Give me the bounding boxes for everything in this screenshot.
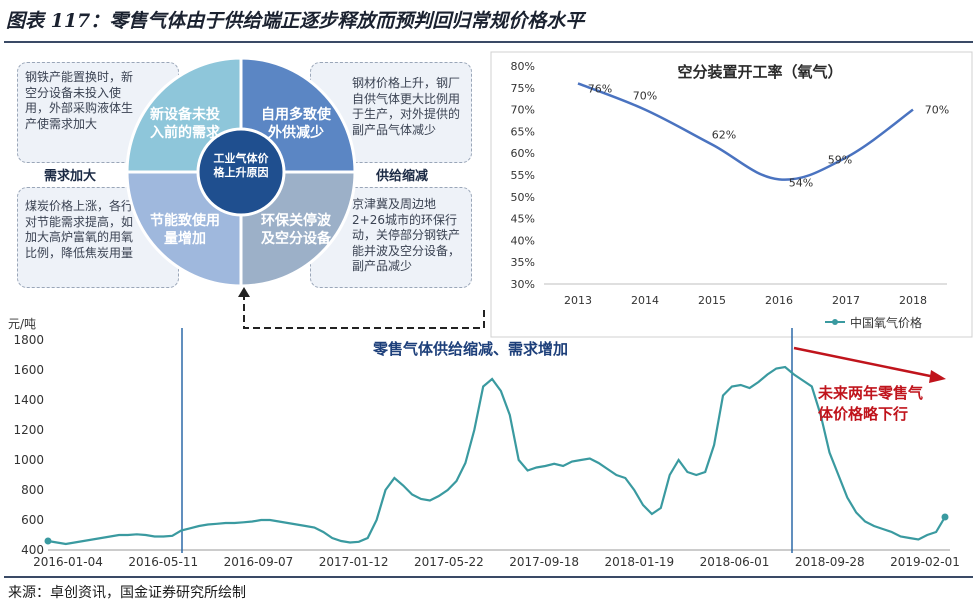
legend-swatch-dot xyxy=(832,319,838,325)
price-x-tick: 2016-09-07 xyxy=(224,555,294,569)
annotation-supply-demand: 零售气体供给缩减、需求增加 xyxy=(373,340,569,358)
utilization-chart-frame xyxy=(490,51,973,338)
forecast-arrowhead xyxy=(929,370,946,383)
title-divider xyxy=(4,41,973,43)
utilization-y-tick: 35% xyxy=(511,256,535,269)
price-endpoint-marker xyxy=(44,537,52,545)
utilization-x-tick: 2016 xyxy=(765,294,793,307)
utilization-x-tick: 2014 xyxy=(631,294,659,307)
box-bottom-right-text: 京津冀及周边地2+26城市的环保行动，关停部分钢铁产能并波及空分设备，副产品减少 xyxy=(352,197,461,273)
quadrant-top-right-label: 自用多致使外供减少 xyxy=(261,107,331,141)
price-y-tick: 400 xyxy=(21,543,44,557)
utilization-data-label: 70% xyxy=(633,90,657,103)
utilization-y-tick: 45% xyxy=(511,213,535,226)
price-x-tick: 2016-05-11 xyxy=(128,555,198,569)
box-top-left-text: 钢铁产能置换时，新空分设备未投入使用，外部采购液体生产使需求加大 xyxy=(25,70,134,131)
utilization-data-label: 70% xyxy=(925,104,949,117)
price-x-tick: 2017-05-22 xyxy=(414,555,484,569)
price-y-tick: 1000 xyxy=(13,453,44,467)
price-endpoint-marker xyxy=(941,513,949,521)
price-y-tick: 800 xyxy=(21,483,44,497)
price-y-tick: 1200 xyxy=(13,423,44,437)
utilization-x-tick: 2018 xyxy=(899,294,927,307)
utilization-x-tick: 2015 xyxy=(698,294,726,307)
quadrant-top-left-label: 新设备未投入前的需求 xyxy=(150,107,220,141)
price-x-tick: 2018-09-28 xyxy=(795,555,865,569)
box-top-right-text: 钢材价格上升，钢厂自供气体更大比例用于生产，对外提供的副产品气体减少 xyxy=(352,76,461,137)
price-y-tick: 1800 xyxy=(13,333,44,347)
price-x-tick: 2016-01-04 xyxy=(33,555,103,569)
quadrant-bottom-left-label: 节能致使用量增加 xyxy=(150,213,220,247)
price-y-tick: 1600 xyxy=(13,363,44,377)
utilization-y-tick: 65% xyxy=(511,125,535,138)
utilization-y-tick: 55% xyxy=(511,169,535,182)
price-series-line xyxy=(47,365,946,546)
supply-label: 供给缩减 xyxy=(376,169,429,184)
utilization-y-tick: 50% xyxy=(511,191,535,204)
source-note: 来源：卓创资讯，国金证券研究所绘制 xyxy=(8,585,246,601)
utilization-chart-title: 空分装置开工率（氧气） xyxy=(677,63,842,81)
utilization-y-tick: 60% xyxy=(511,147,535,160)
forecast-note: 未来两年零售气体价格略下行 xyxy=(818,384,924,423)
utilization-y-tick: 70% xyxy=(511,104,535,117)
connector-arrowhead xyxy=(238,287,250,297)
utilization-y-tick: 80% xyxy=(511,60,535,73)
price-x-tick: 2019-02-01 xyxy=(890,555,960,569)
utilization-x-tick: 2013 xyxy=(564,294,592,307)
price-x-tick: 2018-01-19 xyxy=(604,555,674,569)
price-x-tick: 2017-09-18 xyxy=(509,555,579,569)
utilization-data-label: 76% xyxy=(588,82,612,95)
box-bottom-right xyxy=(310,187,472,288)
utilization-data-label: 59% xyxy=(828,154,852,167)
box-bottom-left-text: 煤炭价格上涨，各行对节能需求提高，如加大高炉富氧的用氧比例，降低焦炭用量 xyxy=(25,199,134,260)
bottom-divider xyxy=(4,576,973,578)
price-y-tick: 1400 xyxy=(13,393,44,407)
utilization-y-tick: 40% xyxy=(511,234,535,247)
price-x-tick: 2017-01-12 xyxy=(319,555,389,569)
price-y-unit: 元/吨 xyxy=(8,317,36,331)
forecast-arrow-line xyxy=(793,346,936,379)
connector-line xyxy=(243,295,485,329)
center-label: 工业气体价格上升原因 xyxy=(213,152,269,179)
demand-label: 需求加大 xyxy=(44,169,97,184)
utilization-data-label: 62% xyxy=(712,128,736,141)
utilization-data-label: 54% xyxy=(789,176,813,189)
utilization-x-tick: 2017 xyxy=(832,294,860,307)
utilization-y-tick: 75% xyxy=(511,82,535,95)
legend-label: 中国氧气价格 xyxy=(850,315,922,330)
center-circle xyxy=(196,127,286,217)
page-title: 图表 117：零售气体由于供给端正逐步释放而预判回归常规价格水平 xyxy=(6,10,585,32)
utilization-y-tick: 30% xyxy=(511,278,535,291)
utilization-series-line xyxy=(577,82,914,181)
price-y-tick: 600 xyxy=(21,513,44,527)
quadrant-bottom-right-label: 环保关停波及空分设备 xyxy=(261,213,331,247)
price-x-tick: 2018-06-01 xyxy=(700,555,770,569)
